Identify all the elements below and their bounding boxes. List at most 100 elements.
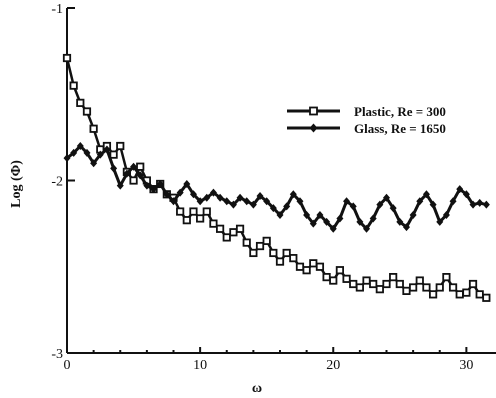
data-point — [216, 193, 224, 202]
data-point — [110, 164, 118, 173]
data-point — [416, 197, 424, 206]
data-point — [382, 279, 391, 289]
data-point — [242, 238, 251, 247]
data-point — [150, 185, 158, 194]
data-point — [89, 124, 98, 133]
data-point — [369, 279, 378, 289]
data-point — [62, 53, 72, 63]
data-point — [415, 276, 424, 285]
data-point — [276, 211, 284, 219]
x-tick-label-3: 30 — [459, 358, 473, 373]
x-tick-label-1: 10 — [193, 358, 207, 373]
data-point — [456, 185, 464, 194]
data-point — [448, 283, 458, 292]
data-point — [302, 266, 311, 275]
data-point — [369, 214, 377, 223]
data-point — [296, 197, 304, 206]
data-point — [156, 179, 164, 188]
x-tick-label-2: 20 — [326, 358, 340, 373]
data-point — [482, 293, 491, 302]
data-point — [202, 207, 211, 216]
data-point — [196, 214, 205, 223]
data-point — [349, 202, 357, 211]
series-layer — [62, 53, 491, 302]
series-1 — [63, 142, 490, 233]
data-point — [335, 266, 345, 275]
data-point — [136, 171, 144, 180]
data-point — [315, 262, 325, 271]
data-point — [116, 141, 125, 151]
legend-label-0: Plastic, Re = 300 — [354, 104, 446, 119]
data-point — [275, 257, 285, 266]
data-point — [163, 190, 171, 199]
data-point — [309, 259, 318, 268]
data-point — [343, 197, 351, 206]
data-point — [96, 150, 104, 159]
x-axis-label: ω — [252, 381, 262, 396]
data-point — [269, 204, 277, 213]
data-point — [389, 272, 398, 282]
series-line-1 — [66, 144, 487, 231]
data-point — [76, 142, 84, 150]
data-point — [182, 216, 191, 225]
data-point — [295, 262, 305, 271]
data-point — [69, 81, 78, 90]
data-point — [229, 200, 237, 209]
data-point — [109, 150, 118, 159]
data-point — [236, 193, 244, 202]
data-point — [170, 197, 177, 206]
data-point — [255, 241, 265, 251]
data-point — [269, 248, 278, 258]
data-point — [249, 248, 258, 258]
legend-marker-1 — [309, 123, 318, 133]
data-point — [223, 197, 231, 206]
data-point — [203, 193, 211, 202]
data-point — [336, 214, 344, 223]
data-point — [402, 223, 410, 232]
data-point — [215, 224, 225, 233]
data-point — [469, 200, 477, 209]
data-point — [189, 190, 197, 199]
series-0 — [62, 53, 491, 302]
data-point — [289, 190, 297, 199]
data-point — [468, 279, 478, 289]
x-ticks: 0 10 20 30 — [64, 347, 473, 373]
data-point — [422, 190, 430, 199]
data-point — [462, 288, 471, 297]
data-point — [442, 272, 451, 282]
data-point — [70, 148, 78, 157]
data-point — [176, 188, 184, 197]
data-point — [76, 98, 85, 107]
data-point — [435, 283, 444, 292]
data-point — [283, 202, 291, 211]
data-point — [116, 181, 124, 190]
data-point — [375, 285, 384, 294]
data-point — [289, 254, 298, 263]
data-point — [235, 224, 245, 233]
data-point — [83, 148, 91, 157]
data-point — [349, 279, 358, 289]
data-point — [256, 192, 264, 201]
data-point — [363, 224, 371, 233]
data-point — [383, 193, 390, 202]
legend: Plastic, Re = 300 Glass, Re = 1650 — [287, 104, 446, 136]
y-ticks: -3 -2 -1 — [51, 2, 75, 362]
data-point — [249, 200, 257, 209]
data-point — [402, 286, 411, 296]
y-tick-label-1: -2 — [51, 175, 63, 190]
x-tick-label-0: 0 — [64, 358, 71, 373]
data-point — [329, 276, 338, 285]
data-point — [189, 207, 198, 216]
y-tick-label-0: -3 — [51, 347, 63, 362]
data-point — [63, 154, 71, 163]
data-point — [323, 217, 331, 226]
data-point — [362, 276, 371, 285]
data-point — [428, 290, 438, 299]
data-point — [82, 107, 92, 116]
data-point — [222, 233, 231, 242]
data-point — [389, 204, 397, 213]
data-point — [355, 283, 364, 292]
data-point — [143, 181, 151, 190]
data-point — [322, 272, 331, 282]
